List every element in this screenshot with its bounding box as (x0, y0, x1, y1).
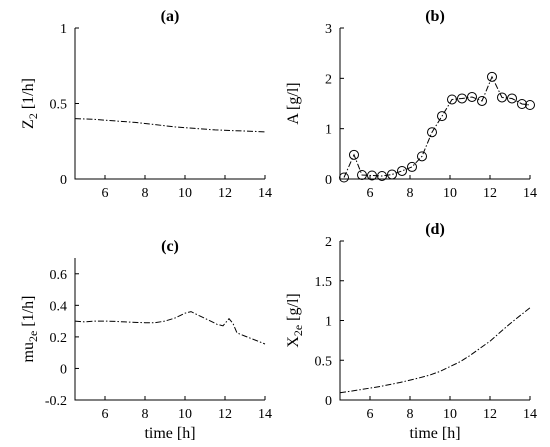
panel-d: 6 8 10 12 14 0 0.5 1 1.5 2 (d) X2e [g/l] time [h] (285, 221, 537, 442)
panel-a-title: (a) (161, 8, 180, 25)
panel-b-ytick-label: 1 (325, 123, 332, 138)
panel-b-xtick-label: 10 (443, 186, 457, 201)
panel-c-xtick-label: 12 (218, 407, 232, 422)
panel-a-xtick-label: 10 (178, 186, 192, 201)
panel-d-title: (d) (425, 221, 445, 238)
panel-d-ytick-label: 0.5 (315, 354, 333, 369)
panel-c-ytick-label: 0.4 (50, 299, 68, 314)
panel-c-xtick-label: 10 (178, 407, 192, 422)
panel-c-ytick-label: 0 (60, 362, 67, 377)
panel-b-data-point (497, 92, 507, 103)
panel-d-xtick-label: 8 (407, 407, 414, 422)
panel-b-xtick-label: 8 (407, 186, 414, 201)
panel-b-data-point (507, 93, 517, 104)
panel-c-title: (c) (161, 238, 179, 255)
panel-a-ytick-label: 1 (60, 22, 67, 37)
panel-a-xtick-label: 12 (218, 186, 232, 201)
panel-b-data-point (407, 161, 417, 172)
panel-b-data-point (487, 71, 497, 82)
panel-a-xtick-label: 8 (142, 186, 149, 201)
panel-d-ytick-label: 1 (325, 315, 332, 330)
panel-b-xtick-label: 14 (523, 186, 537, 201)
panel-b-data-point (447, 94, 457, 105)
panel-b-xtick-label: 12 (483, 186, 497, 201)
panel-b-data-point (417, 151, 427, 162)
panel-b-data-point (437, 111, 447, 122)
panel-c-xtick-label: 8 (142, 407, 149, 422)
panel-b-data-point (339, 172, 349, 183)
panel-c-xtick-label: 14 (258, 407, 272, 422)
panel-d-xtick-label: 6 (367, 407, 374, 422)
panel-b-series-line (343, 75, 531, 178)
panel-b-data-point (387, 169, 397, 180)
panel-d-xlabel: time [h] (409, 425, 460, 442)
panel-d-xtick-label: 10 (443, 407, 457, 422)
panel-b-data-point (367, 170, 377, 181)
panel-b-xtick-label: 6 (367, 186, 374, 201)
panel-d-ytick-label: 1.5 (315, 275, 333, 290)
panel-a-xtick-label: 6 (102, 186, 109, 201)
panel-b-data-point (427, 127, 437, 138)
panel-b-data-point (357, 169, 367, 180)
panel-d-axes (339, 241, 530, 401)
panel-a-ylabel: Z2 [1/h] (20, 78, 40, 129)
panel-b-data-point (457, 93, 467, 104)
panel-a-series-line (74, 118, 266, 133)
panel-c-ylabel: mu2e [1/h] (20, 296, 40, 363)
panel-c-ytick-label: 0.6 (50, 268, 68, 283)
panel-a: 6 8 10 12 14 0 0.5 1 (a) Z2 [1/h] (20, 8, 272, 201)
panel-a-axes (74, 28, 265, 180)
panel-b-axes (339, 28, 530, 180)
panel-d-xtick-label: 12 (483, 407, 497, 422)
panel-c-ytick-label: 0.2 (50, 331, 68, 346)
panel-c-xlabel: time [h] (144, 425, 195, 442)
panel-b-ytick-label: 3 (325, 22, 332, 37)
panel-b-data-point (397, 165, 407, 176)
panel-b-data-point (467, 91, 477, 102)
panel-d-ytick-label: 0 (325, 394, 332, 409)
panel-b-ytick-label: 0 (325, 173, 332, 188)
panel-c-axes (74, 258, 265, 401)
panel-d-series-line (339, 307, 531, 394)
panel-d-xtick-label: 14 (523, 407, 537, 422)
panel-b-ylabel: A [g/l] (285, 82, 302, 124)
panel-b-title: (b) (425, 8, 445, 25)
panel-a-ytick-label: 0.5 (50, 98, 68, 113)
panel-a-xtick-label: 14 (258, 186, 272, 201)
panel-b-data-point (349, 149, 359, 160)
panel-c-series-line (74, 311, 266, 345)
panel-c: 6 8 10 12 14 -0.2 0 0.2 0.4 0.6 (c) mu2e [1/h] time … (20, 238, 272, 442)
panel-a-ytick-label: 0 (60, 173, 67, 188)
panel-c-xtick-label: 6 (102, 407, 109, 422)
panel-d-ylabel: X2e [g/l] (285, 293, 305, 347)
panel-b-data-point (477, 95, 487, 106)
panel-d-ytick-label: 2 (325, 235, 332, 250)
panel-b-data-point (517, 99, 527, 110)
panel-c-ytick-label: -0.2 (45, 394, 67, 409)
panel-b-data-point (525, 100, 535, 111)
panel-b-ytick-label: 2 (325, 72, 332, 87)
panel-b-data-point (377, 170, 387, 181)
